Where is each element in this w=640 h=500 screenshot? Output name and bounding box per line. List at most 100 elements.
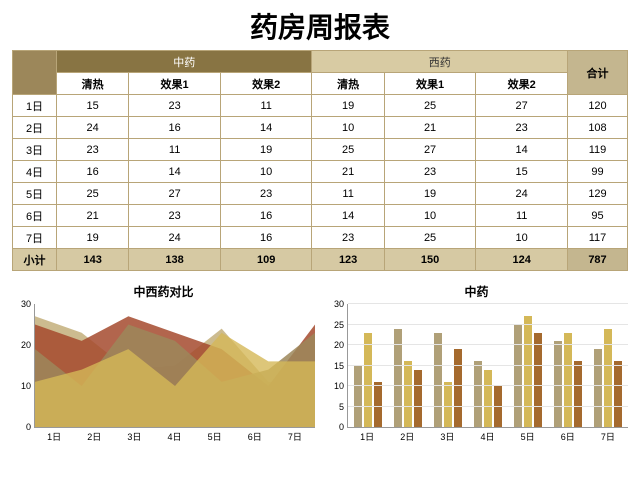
sub-header: 效果2 <box>476 73 568 95</box>
bar-chart-title: 中药 <box>325 283 628 300</box>
bar-group <box>388 304 428 427</box>
y-tick: 10 <box>21 381 31 391</box>
day-cell: 7日 <box>13 227 57 249</box>
table-row: 3日231119252714119 <box>13 139 628 161</box>
x-tick: 5日 <box>508 428 548 443</box>
day-cell: 3日 <box>13 139 57 161</box>
data-cell: 24 <box>476 183 568 205</box>
data-cell: 10 <box>476 227 568 249</box>
area-chart: 中西药对比 0102030 1日2日3日4日5日6日7日 <box>12 283 315 443</box>
data-cell: 16 <box>129 117 221 139</box>
x-tick: 3日 <box>114 428 154 443</box>
row-total: 119 <box>568 139 628 161</box>
row-total: 129 <box>568 183 628 205</box>
bar <box>574 361 582 427</box>
bar <box>374 382 382 427</box>
day-cell: 5日 <box>13 183 57 205</box>
bar <box>534 333 542 427</box>
data-cell: 27 <box>129 183 221 205</box>
data-cell: 24 <box>129 227 221 249</box>
grand-total: 787 <box>568 249 628 271</box>
data-cell: 14 <box>220 117 312 139</box>
data-cell: 10 <box>312 117 384 139</box>
x-tick: 1日 <box>347 428 387 443</box>
y-tick: 0 <box>26 422 31 432</box>
data-cell: 15 <box>57 95 129 117</box>
y-tick: 5 <box>339 402 344 412</box>
data-cell: 23 <box>129 95 221 117</box>
group-header-1: 中药 <box>57 51 312 73</box>
subtotal-cell: 109 <box>220 249 312 271</box>
report-table: 中药西药合计清热效果1效果2清热效果1效果2 1日152311192527120… <box>12 50 628 271</box>
bar-group <box>348 304 388 427</box>
day-cell: 2日 <box>13 117 57 139</box>
data-cell: 10 <box>384 205 476 227</box>
data-cell: 11 <box>129 139 221 161</box>
data-cell: 23 <box>57 139 129 161</box>
data-cell: 27 <box>476 95 568 117</box>
data-cell: 16 <box>220 205 312 227</box>
y-tick: 15 <box>334 361 344 371</box>
bar <box>354 366 362 428</box>
x-tick: 2日 <box>387 428 427 443</box>
table-row: 1日152311192527120 <box>13 95 628 117</box>
corner-cell <box>13 51 57 95</box>
bar <box>614 361 622 427</box>
data-cell: 25 <box>57 183 129 205</box>
table-row: 7日192416232510117 <box>13 227 628 249</box>
y-tick: 25 <box>334 320 344 330</box>
subtotal-cell: 123 <box>312 249 384 271</box>
data-cell: 14 <box>129 161 221 183</box>
data-cell: 25 <box>384 227 476 249</box>
subtotal-cell: 150 <box>384 249 476 271</box>
x-tick: 5日 <box>195 428 235 443</box>
x-tick: 4日 <box>467 428 507 443</box>
row-total: 108 <box>568 117 628 139</box>
bar <box>524 316 532 427</box>
row-total: 120 <box>568 95 628 117</box>
data-cell: 23 <box>129 205 221 227</box>
sub-header: 效果1 <box>384 73 476 95</box>
bar-group <box>548 304 588 427</box>
day-cell: 6日 <box>13 205 57 227</box>
data-cell: 11 <box>476 205 568 227</box>
bar <box>454 349 462 427</box>
day-cell: 1日 <box>13 95 57 117</box>
data-cell: 24 <box>57 117 129 139</box>
subtotal-cell: 138 <box>129 249 221 271</box>
data-cell: 25 <box>312 139 384 161</box>
data-cell: 21 <box>312 161 384 183</box>
data-cell: 19 <box>312 95 384 117</box>
bar-chart: 中药 051015202530 1日2日3日4日5日6日7日 <box>325 283 628 443</box>
x-tick: 7日 <box>588 428 628 443</box>
sub-header: 清热 <box>57 73 129 95</box>
data-cell: 15 <box>476 161 568 183</box>
bar <box>554 341 562 427</box>
grid-line <box>348 344 628 345</box>
x-tick: 6日 <box>235 428 275 443</box>
bar <box>404 361 412 427</box>
table-row: 2日241614102123108 <box>13 117 628 139</box>
data-cell: 19 <box>57 227 129 249</box>
bar-group <box>428 304 468 427</box>
y-tick: 20 <box>21 340 31 350</box>
bar <box>364 333 372 427</box>
data-cell: 23 <box>384 161 476 183</box>
table-row: 4日16141021231599 <box>13 161 628 183</box>
bar <box>514 325 522 428</box>
row-total: 117 <box>568 227 628 249</box>
bar <box>474 361 482 427</box>
bar <box>484 370 492 427</box>
row-total: 95 <box>568 205 628 227</box>
subtotal-cell: 124 <box>476 249 568 271</box>
subtotal-cell: 143 <box>57 249 129 271</box>
bar <box>444 382 452 427</box>
data-cell: 16 <box>220 227 312 249</box>
data-cell: 14 <box>476 139 568 161</box>
grid-line <box>348 365 628 366</box>
bar-group <box>588 304 628 427</box>
table-row: 5日252723111924129 <box>13 183 628 205</box>
grid-line <box>348 406 628 407</box>
group-header-2: 西药 <box>312 51 568 73</box>
x-tick: 6日 <box>548 428 588 443</box>
